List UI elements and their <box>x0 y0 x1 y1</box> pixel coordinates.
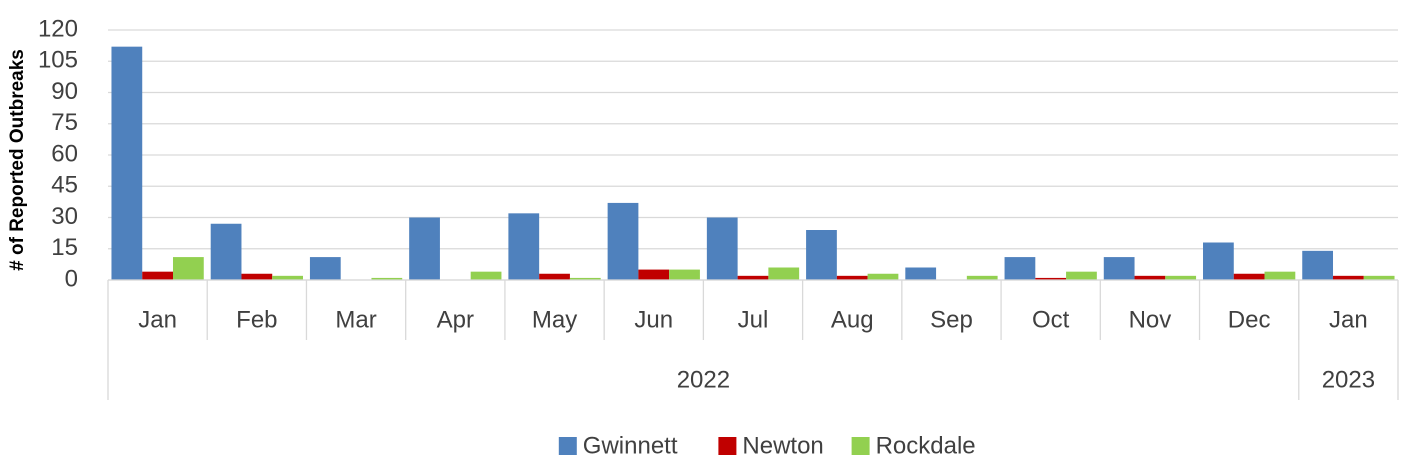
legend-label: Rockdale <box>876 432 976 459</box>
bar <box>508 213 540 280</box>
bar <box>172 257 204 280</box>
x-tick-label: Apr <box>437 306 474 333</box>
y-tick-label: 15 <box>51 234 78 261</box>
bar <box>569 277 601 280</box>
x-tick-label: Oct <box>1032 306 1070 333</box>
bar <box>706 217 738 280</box>
legend-swatch <box>558 437 577 455</box>
bar <box>1035 277 1067 280</box>
bar <box>409 217 440 280</box>
bar <box>1203 242 1234 280</box>
bar <box>638 269 670 280</box>
bar <box>241 273 273 280</box>
y-tick-label: 30 <box>51 203 78 230</box>
bar <box>737 275 769 280</box>
bar <box>1004 257 1036 280</box>
x-tick-label: Feb <box>236 306 277 333</box>
x-tick-label: Dec <box>1228 306 1271 333</box>
y-tick-label: 120 <box>38 15 78 42</box>
x-tick-label: Nov <box>1129 306 1172 333</box>
x-tick-label: Aug <box>831 306 874 333</box>
bar <box>1066 271 1097 280</box>
y-tick-label: 45 <box>51 172 78 199</box>
y-tick-label: 0 <box>65 265 78 292</box>
bar <box>1134 275 1166 280</box>
bar <box>1165 275 1197 280</box>
bar <box>1103 257 1135 280</box>
legend-label: Newton <box>742 432 823 459</box>
y-axis-label: # of Reported Outbreaks <box>7 49 28 271</box>
bar <box>607 202 639 280</box>
legend-swatch <box>851 437 870 455</box>
y-tick-label: 90 <box>51 78 78 105</box>
bar <box>371 277 403 280</box>
bar <box>768 267 800 280</box>
y-tick-label: 60 <box>51 140 78 167</box>
bar <box>1264 271 1296 280</box>
legend-swatch <box>718 437 737 455</box>
bar <box>1302 250 1334 280</box>
y-tick-label: 105 <box>38 47 78 74</box>
x-tick-label: Jan <box>1329 306 1368 333</box>
bar <box>111 46 143 280</box>
bar <box>867 273 899 280</box>
bar <box>836 275 868 280</box>
bar <box>210 223 242 280</box>
x-tick-label: Jan <box>138 306 177 333</box>
bar <box>309 257 341 280</box>
bar <box>905 267 937 280</box>
group-label: 2023 <box>1322 366 1375 393</box>
y-tick-label: 75 <box>51 109 78 136</box>
group-label: 2022 <box>677 366 730 393</box>
x-tick-label: Sep <box>930 306 973 333</box>
bar <box>1233 273 1265 280</box>
legend-label: Gwinnett <box>583 432 678 459</box>
bar <box>1333 275 1364 280</box>
x-tick-label: Jul <box>738 306 769 333</box>
bar <box>142 271 173 280</box>
bar <box>539 273 570 280</box>
x-tick-label: Mar <box>335 306 376 333</box>
bar <box>1363 275 1395 280</box>
bar <box>470 271 502 280</box>
bar <box>966 275 998 280</box>
bar <box>806 230 837 280</box>
x-tick-label: May <box>532 306 577 333</box>
bar <box>272 275 303 280</box>
x-tick-label: Jun <box>634 306 673 333</box>
bar <box>669 269 700 280</box>
